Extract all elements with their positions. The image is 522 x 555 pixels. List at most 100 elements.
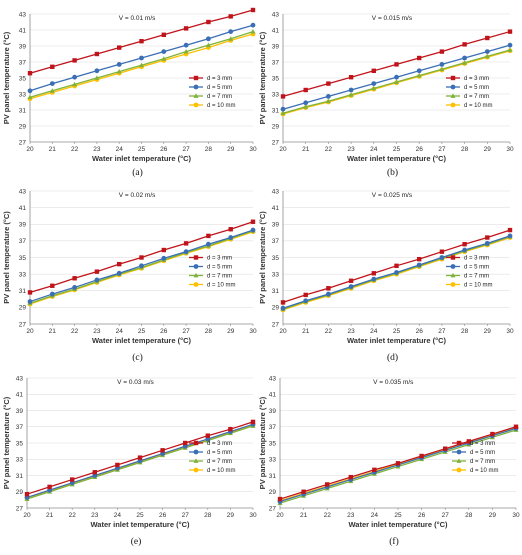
x-tick-label: 25: [394, 512, 402, 519]
x-tick-label: 26: [159, 512, 167, 519]
chart-panel-4: 27 29 31 33 35 37 39 41 43 20 21 22 23 24 25 26 27 28 29 30…: [258, 188, 514, 363]
series-d-5-mm: [27, 227, 256, 304]
series-d-7-mm: [27, 29, 256, 100]
data-point: [439, 49, 445, 54]
y-tick-label: 37: [269, 424, 277, 431]
data-point: [348, 474, 353, 480]
legend-label: d = 3 mm: [470, 441, 495, 447]
data-point: [348, 75, 354, 80]
data-point: [206, 19, 211, 25]
data-point: [462, 247, 467, 253]
y-tick-label: 27: [19, 139, 27, 146]
y-tick-label: 35: [272, 255, 280, 262]
data-point: [72, 276, 77, 281]
velocity-label: V = 0.015 m/s: [372, 15, 413, 22]
data-point: [49, 291, 55, 297]
y-tick-label: 41: [19, 205, 27, 212]
legend-swatch-marker: [450, 102, 456, 108]
velocity-label: V = 0.035 m/s: [373, 379, 414, 386]
data-point: [228, 426, 233, 432]
x-tick-label: 28: [205, 146, 213, 153]
data-point: [443, 446, 448, 451]
data-point: [27, 290, 33, 295]
x-tick-label: 24: [370, 328, 378, 335]
legend-label: d = 10 mm: [464, 283, 493, 289]
x-tick-label: 22: [71, 328, 79, 335]
x-tick-label: 28: [204, 512, 212, 519]
y-tick-label: 33: [272, 271, 280, 278]
data-point: [371, 68, 376, 73]
y-axis-label: PV panel temperature (°C): [258, 31, 267, 124]
legend: d = 3 mm d = 5 mm d = 7 mm d = 10 mm: [189, 255, 236, 289]
data-point: [206, 241, 211, 247]
y-tick-label: 27: [16, 505, 24, 512]
data-point: [72, 74, 77, 80]
legend-swatch-marker: [193, 440, 199, 446]
y-axis-label: PV panel temperature (°C): [2, 211, 11, 304]
legend: d = 3 mm d = 5 mm d = 7 mm d = 10 mm: [189, 440, 236, 474]
x-tick-label: 20: [276, 512, 284, 519]
legend-label: d = 7 mm: [464, 94, 489, 100]
x-tick-label: 25: [393, 146, 401, 153]
legend-swatch-marker: [450, 84, 456, 90]
x-tick-label: 29: [227, 328, 235, 335]
y-tick-label: 35: [269, 440, 277, 447]
y-tick-label: 31: [272, 288, 280, 295]
data-point: [116, 69, 122, 74]
legend-swatch-marker: [193, 255, 199, 260]
y-tick-label: 37: [19, 238, 27, 245]
legend-swatch-marker: [193, 75, 199, 81]
data-point: [485, 235, 490, 240]
data-point: [439, 255, 445, 260]
y-tick-label: 35: [19, 255, 27, 262]
y-tick-label: 31: [19, 288, 27, 295]
data-point: [303, 87, 308, 93]
y-tick-label: 35: [16, 440, 24, 447]
data-point: [72, 285, 77, 290]
data-point: [303, 292, 308, 298]
x-axis-label: Water inlet temperature (°C): [92, 154, 191, 163]
y-tick-label: 37: [272, 238, 280, 245]
y-tick-label: 29: [19, 123, 27, 130]
data-point: [183, 440, 188, 446]
data-point: [416, 68, 422, 74]
legend-label: d = 3 mm: [207, 76, 232, 82]
x-tick-label: 27: [182, 328, 190, 335]
legend-label: d = 10 mm: [464, 103, 493, 109]
data-point: [416, 73, 422, 78]
chart-panel-1: 27 29 31 33 35 37 39 41 43 20 21 22 23 24 25 26 27 28 29 30…: [2, 7, 257, 178]
series-d-3-mm: [280, 227, 513, 305]
x-tick-label: 21: [46, 512, 54, 519]
velocity-label: V = 0.01 m/s: [119, 15, 156, 22]
series-d-5-mm: [27, 22, 256, 94]
legend-label: d = 7 mm: [464, 274, 489, 280]
legend-swatch-marker: [450, 93, 456, 98]
data-point: [513, 424, 519, 429]
x-tick-label: 23: [93, 328, 101, 335]
data-point: [277, 496, 283, 502]
data-point: [228, 235, 234, 240]
x-tick-label: 26: [160, 328, 168, 335]
y-tick-label: 37: [19, 59, 27, 66]
data-point: [228, 14, 233, 19]
data-point: [250, 7, 256, 13]
x-tick-label: 27: [182, 512, 190, 519]
data-point: [439, 249, 445, 254]
data-point: [326, 94, 331, 99]
y-tick-label: 41: [272, 205, 280, 212]
legend-swatch-marker: [450, 282, 456, 287]
x-tick-label: 22: [325, 328, 333, 335]
legend-label: d = 5 mm: [464, 85, 489, 91]
y-tick-label: 43: [269, 375, 277, 382]
x-tick-label: 25: [138, 146, 146, 153]
x-tick-label: 24: [116, 328, 124, 335]
data-point: [206, 36, 211, 42]
legend-swatch-marker: [193, 282, 199, 287]
x-tick-label: 29: [227, 146, 235, 153]
data-point: [94, 51, 100, 57]
y-tick-label: 29: [269, 489, 277, 496]
data-point: [394, 74, 399, 80]
x-tick-label: 20: [26, 328, 34, 335]
series-d-3-mm: [27, 7, 256, 76]
data-point: [27, 71, 33, 76]
